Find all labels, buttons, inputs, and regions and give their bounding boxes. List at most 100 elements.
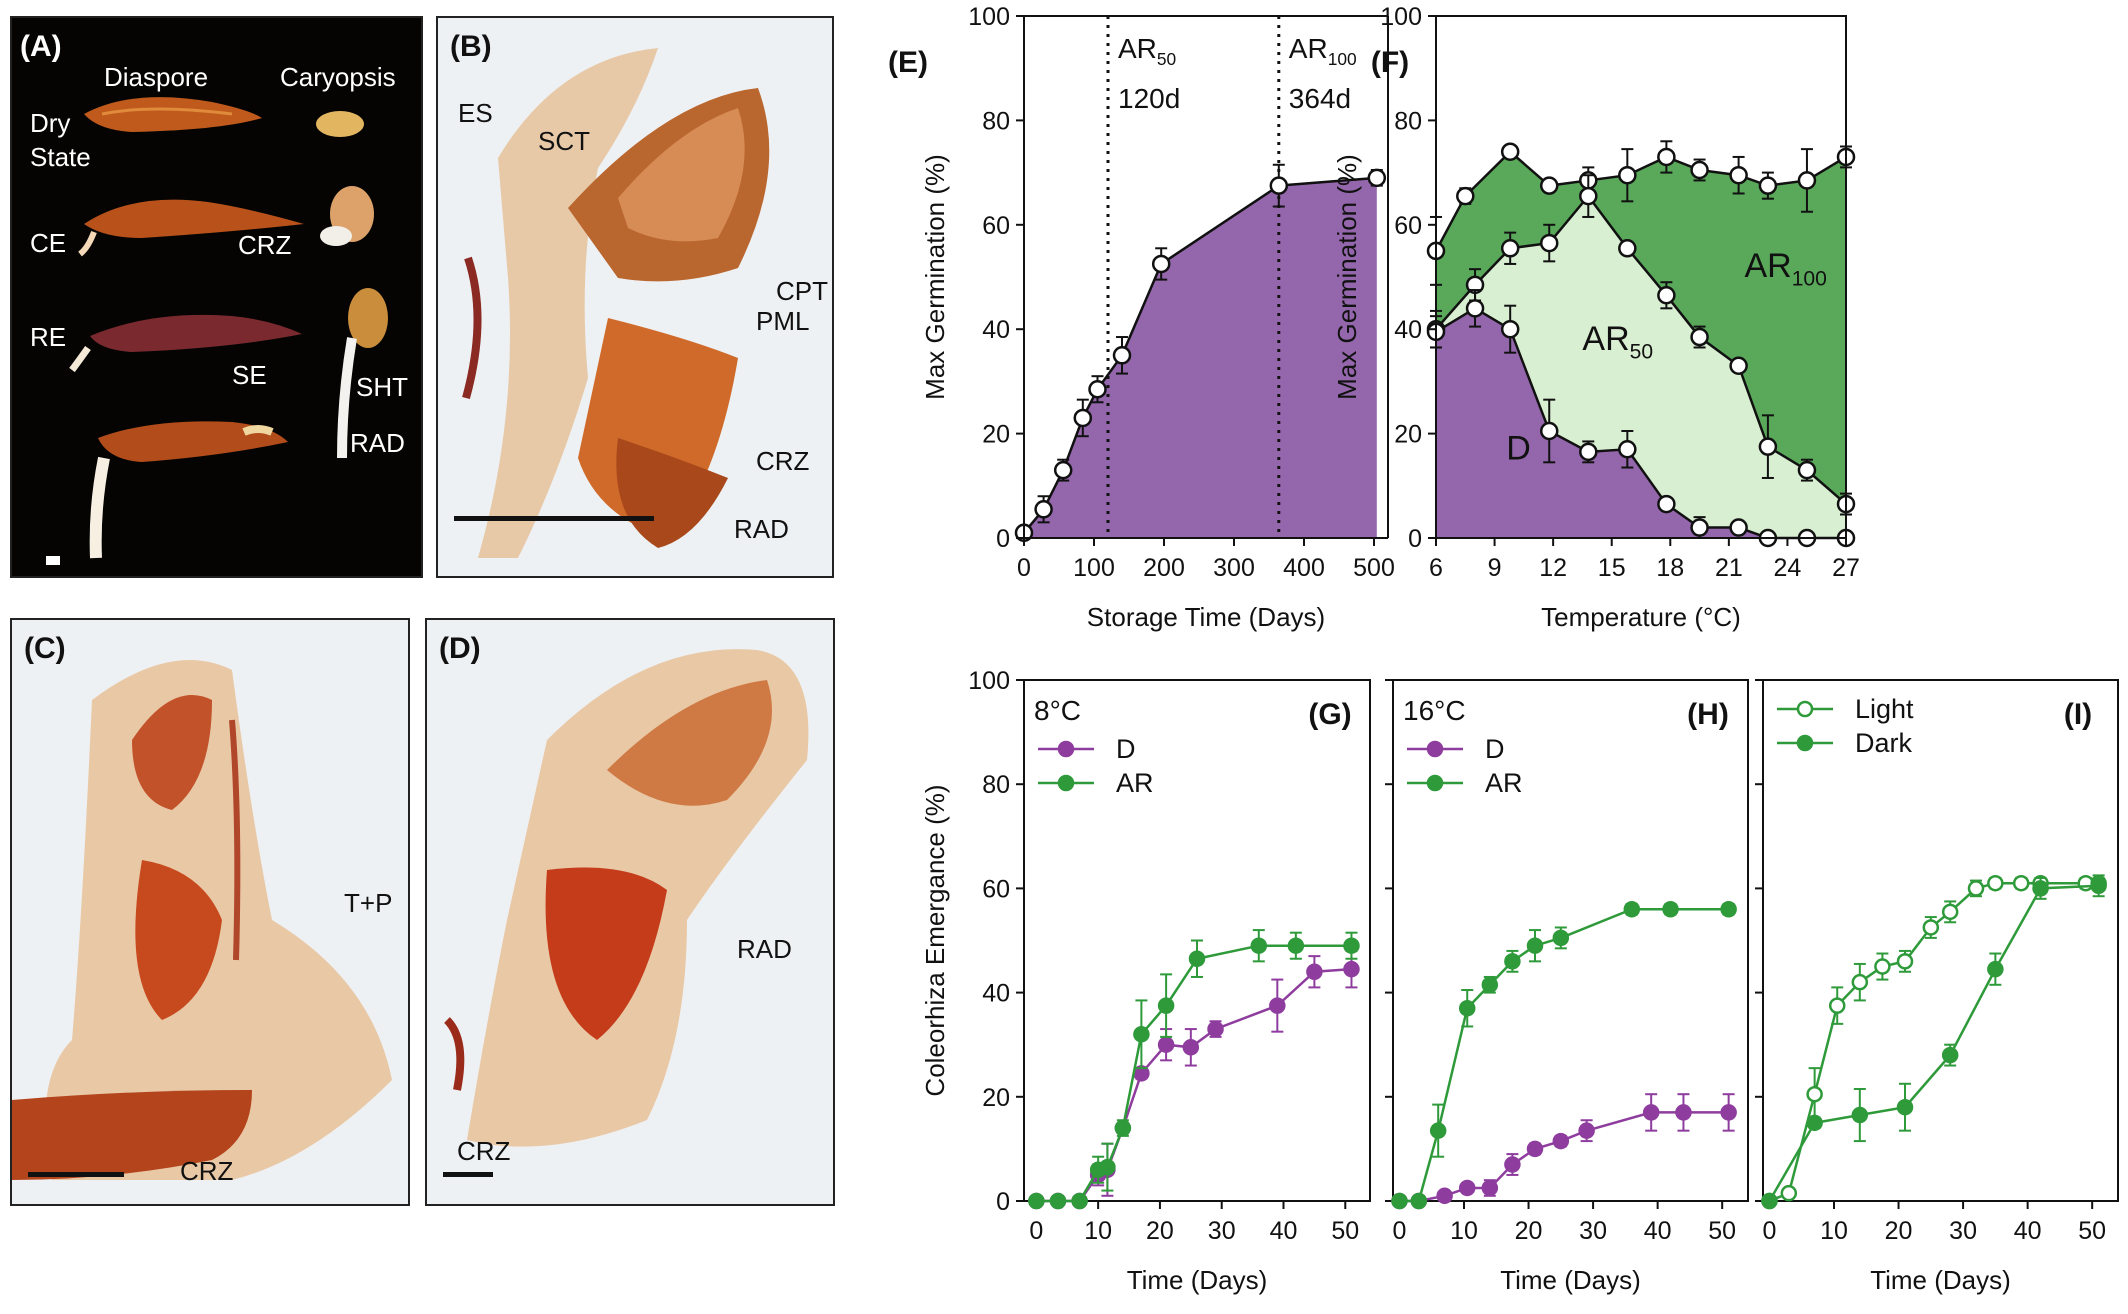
i-series-light-point xyxy=(1896,953,1914,970)
panel-g-x-tick-label: 30 xyxy=(1208,1217,1236,1245)
e-series-point xyxy=(1073,408,1093,428)
h-series-d-point xyxy=(1720,1104,1737,1121)
f-label-ar50: AR50 xyxy=(1582,320,1653,364)
marker-rad-d: RAD xyxy=(737,934,792,964)
panel-h-x-tick-label: 20 xyxy=(1515,1217,1543,1245)
f-series-ar50-point xyxy=(1758,437,1778,456)
panel-i-x-tick-label: 0 xyxy=(1763,1217,1777,1245)
panel-g-x-tick-label: 0 xyxy=(1029,1217,1043,1245)
f-series-ar100-point xyxy=(1797,171,1817,190)
i-series-light-point xyxy=(1806,1085,1823,1103)
g-series-ar-point xyxy=(1071,1192,1088,1210)
e-area xyxy=(1024,177,1377,538)
panel-f-x-tick-label: 18 xyxy=(1656,554,1684,582)
f-region-d xyxy=(1436,308,1846,538)
g-legend-label: D xyxy=(1116,734,1136,764)
h-series-d-point xyxy=(1642,1104,1660,1121)
marker-crz-a: CRZ xyxy=(238,230,292,260)
panel-g-y-tick-label: 60 xyxy=(982,875,1010,903)
e-series-point xyxy=(1112,346,1132,365)
i-series-dark-point xyxy=(2090,877,2107,895)
panel-i-x-tick-label: 20 xyxy=(1885,1217,1913,1245)
col-header-caryopsis: Caryopsis xyxy=(280,62,396,92)
g-series-ar-point xyxy=(1287,937,1305,954)
marker-crz-b: CRZ xyxy=(756,446,810,476)
h-legend-marker xyxy=(1426,774,1444,792)
e-vline-label: AR50 xyxy=(1118,33,1176,69)
panel-label-d: (D) xyxy=(439,632,481,665)
i-series-light-point xyxy=(1941,903,1959,921)
panel-f-x-tick-label: 15 xyxy=(1598,554,1626,582)
e-series-point xyxy=(1151,254,1171,274)
col-header-diaspore: Diaspore xyxy=(104,62,209,92)
f-series-ar100-point xyxy=(1618,165,1637,185)
panel-f-y-tick-label: 80 xyxy=(1394,107,1422,135)
g-series-ar-line xyxy=(1036,944,1352,1203)
panel-e-x-tick-label: 200 xyxy=(1143,554,1185,582)
panel-g-y-axis-label: Coleorhiza Emergance (%) xyxy=(920,784,950,1096)
g-series-d-point xyxy=(1182,1039,1200,1056)
panel-f-x-tick-label: 9 xyxy=(1488,554,1502,582)
h-legend-label: D xyxy=(1485,734,1505,764)
marker-es: ES xyxy=(458,98,493,128)
panel-e-x-axis-label: Storage Time (Days) xyxy=(1087,602,1325,632)
g-series-d-point xyxy=(1269,997,1286,1014)
panel-g-y-tick-label: 40 xyxy=(982,980,1010,1008)
f-series-ar50-point xyxy=(1797,460,1817,480)
f-series-ar100-point xyxy=(1500,142,1520,161)
g-series-ar-point xyxy=(1343,937,1360,954)
panel-f-x-tick-label: 27 xyxy=(1832,554,1860,582)
f-series-ar100-point xyxy=(1758,176,1778,195)
f-series-ar100-point xyxy=(1690,160,1709,180)
panel-e-y-tick-label: 100 xyxy=(968,3,1010,31)
f-series-ar100-point xyxy=(1657,147,1676,167)
panel-label-g: (G) xyxy=(1308,698,1351,731)
panel-h-frame xyxy=(1392,679,1749,1202)
f-series-d-point xyxy=(1539,421,1559,441)
h-series-d-point xyxy=(1578,1122,1595,1139)
panel-f-y-tick-label: 40 xyxy=(1394,316,1422,344)
h-series-ar-point xyxy=(1623,900,1641,918)
g-series-ar-point xyxy=(1157,997,1175,1014)
e-series-point xyxy=(1367,168,1387,188)
panel-e-y-axis-label: Max Germination (%) xyxy=(920,154,950,400)
h-series-d-point xyxy=(1436,1187,1453,1205)
e-series-point xyxy=(1053,460,1073,480)
h-series-ar-point xyxy=(1720,900,1737,918)
h-series-d-point xyxy=(1504,1156,1521,1173)
f-region-ar100 xyxy=(1436,151,1846,505)
i-legend-label: Dark xyxy=(1855,728,1913,758)
panel-f-x-tick-label: 6 xyxy=(1429,554,1443,582)
i-series-dark-point xyxy=(1851,1106,1869,1124)
marker-sht: SHT xyxy=(356,372,408,402)
panel-e-x-tick-label: 300 xyxy=(1213,554,1255,582)
photo-panel-b: (B) ES SCT CPT PML CRZ RAD xyxy=(436,16,834,578)
i-series-light-point xyxy=(2012,874,2030,892)
i-legend-marker xyxy=(1796,734,1814,752)
f-series-ar50-point xyxy=(1579,186,1598,206)
f-series-d-point xyxy=(1729,518,1748,537)
g-series-ar-point xyxy=(1099,1158,1116,1176)
marker-se: SE xyxy=(232,360,267,390)
panel-label-f: (F) xyxy=(1371,46,1409,79)
i-series-dark-point xyxy=(2032,880,2049,897)
panel-h-x-axis-label: Time (Days) xyxy=(1500,1265,1641,1295)
g-series-ar-point xyxy=(1114,1119,1132,1137)
photo-panel-d: (D) RAD CRZ xyxy=(425,618,835,1206)
panel-e-y-tick-label: 20 xyxy=(982,421,1010,449)
g-series-d-line xyxy=(1036,967,1352,1203)
f-series-ar100-point xyxy=(1539,176,1559,195)
i-legend-label: Light xyxy=(1855,694,1914,724)
panel-i-x-axis-label: Time (Days) xyxy=(1870,1265,2011,1295)
e-series-point xyxy=(1088,379,1107,399)
f-series-d-point xyxy=(1579,442,1598,462)
i-series-dark-point xyxy=(1806,1114,1823,1132)
i-series-dark-point xyxy=(1761,1192,1778,1210)
panel-i-x-tick-label: 40 xyxy=(2014,1217,2042,1245)
panel-h-x-tick-label: 0 xyxy=(1393,1217,1407,1245)
panel-e-x-tick-label: 0 xyxy=(1017,554,1031,582)
panel-g-frame xyxy=(1023,679,1371,1202)
h-title: 16°C xyxy=(1403,695,1466,726)
i-series-dark-point xyxy=(1987,960,2004,978)
h-series-ar-point xyxy=(1458,999,1476,1017)
